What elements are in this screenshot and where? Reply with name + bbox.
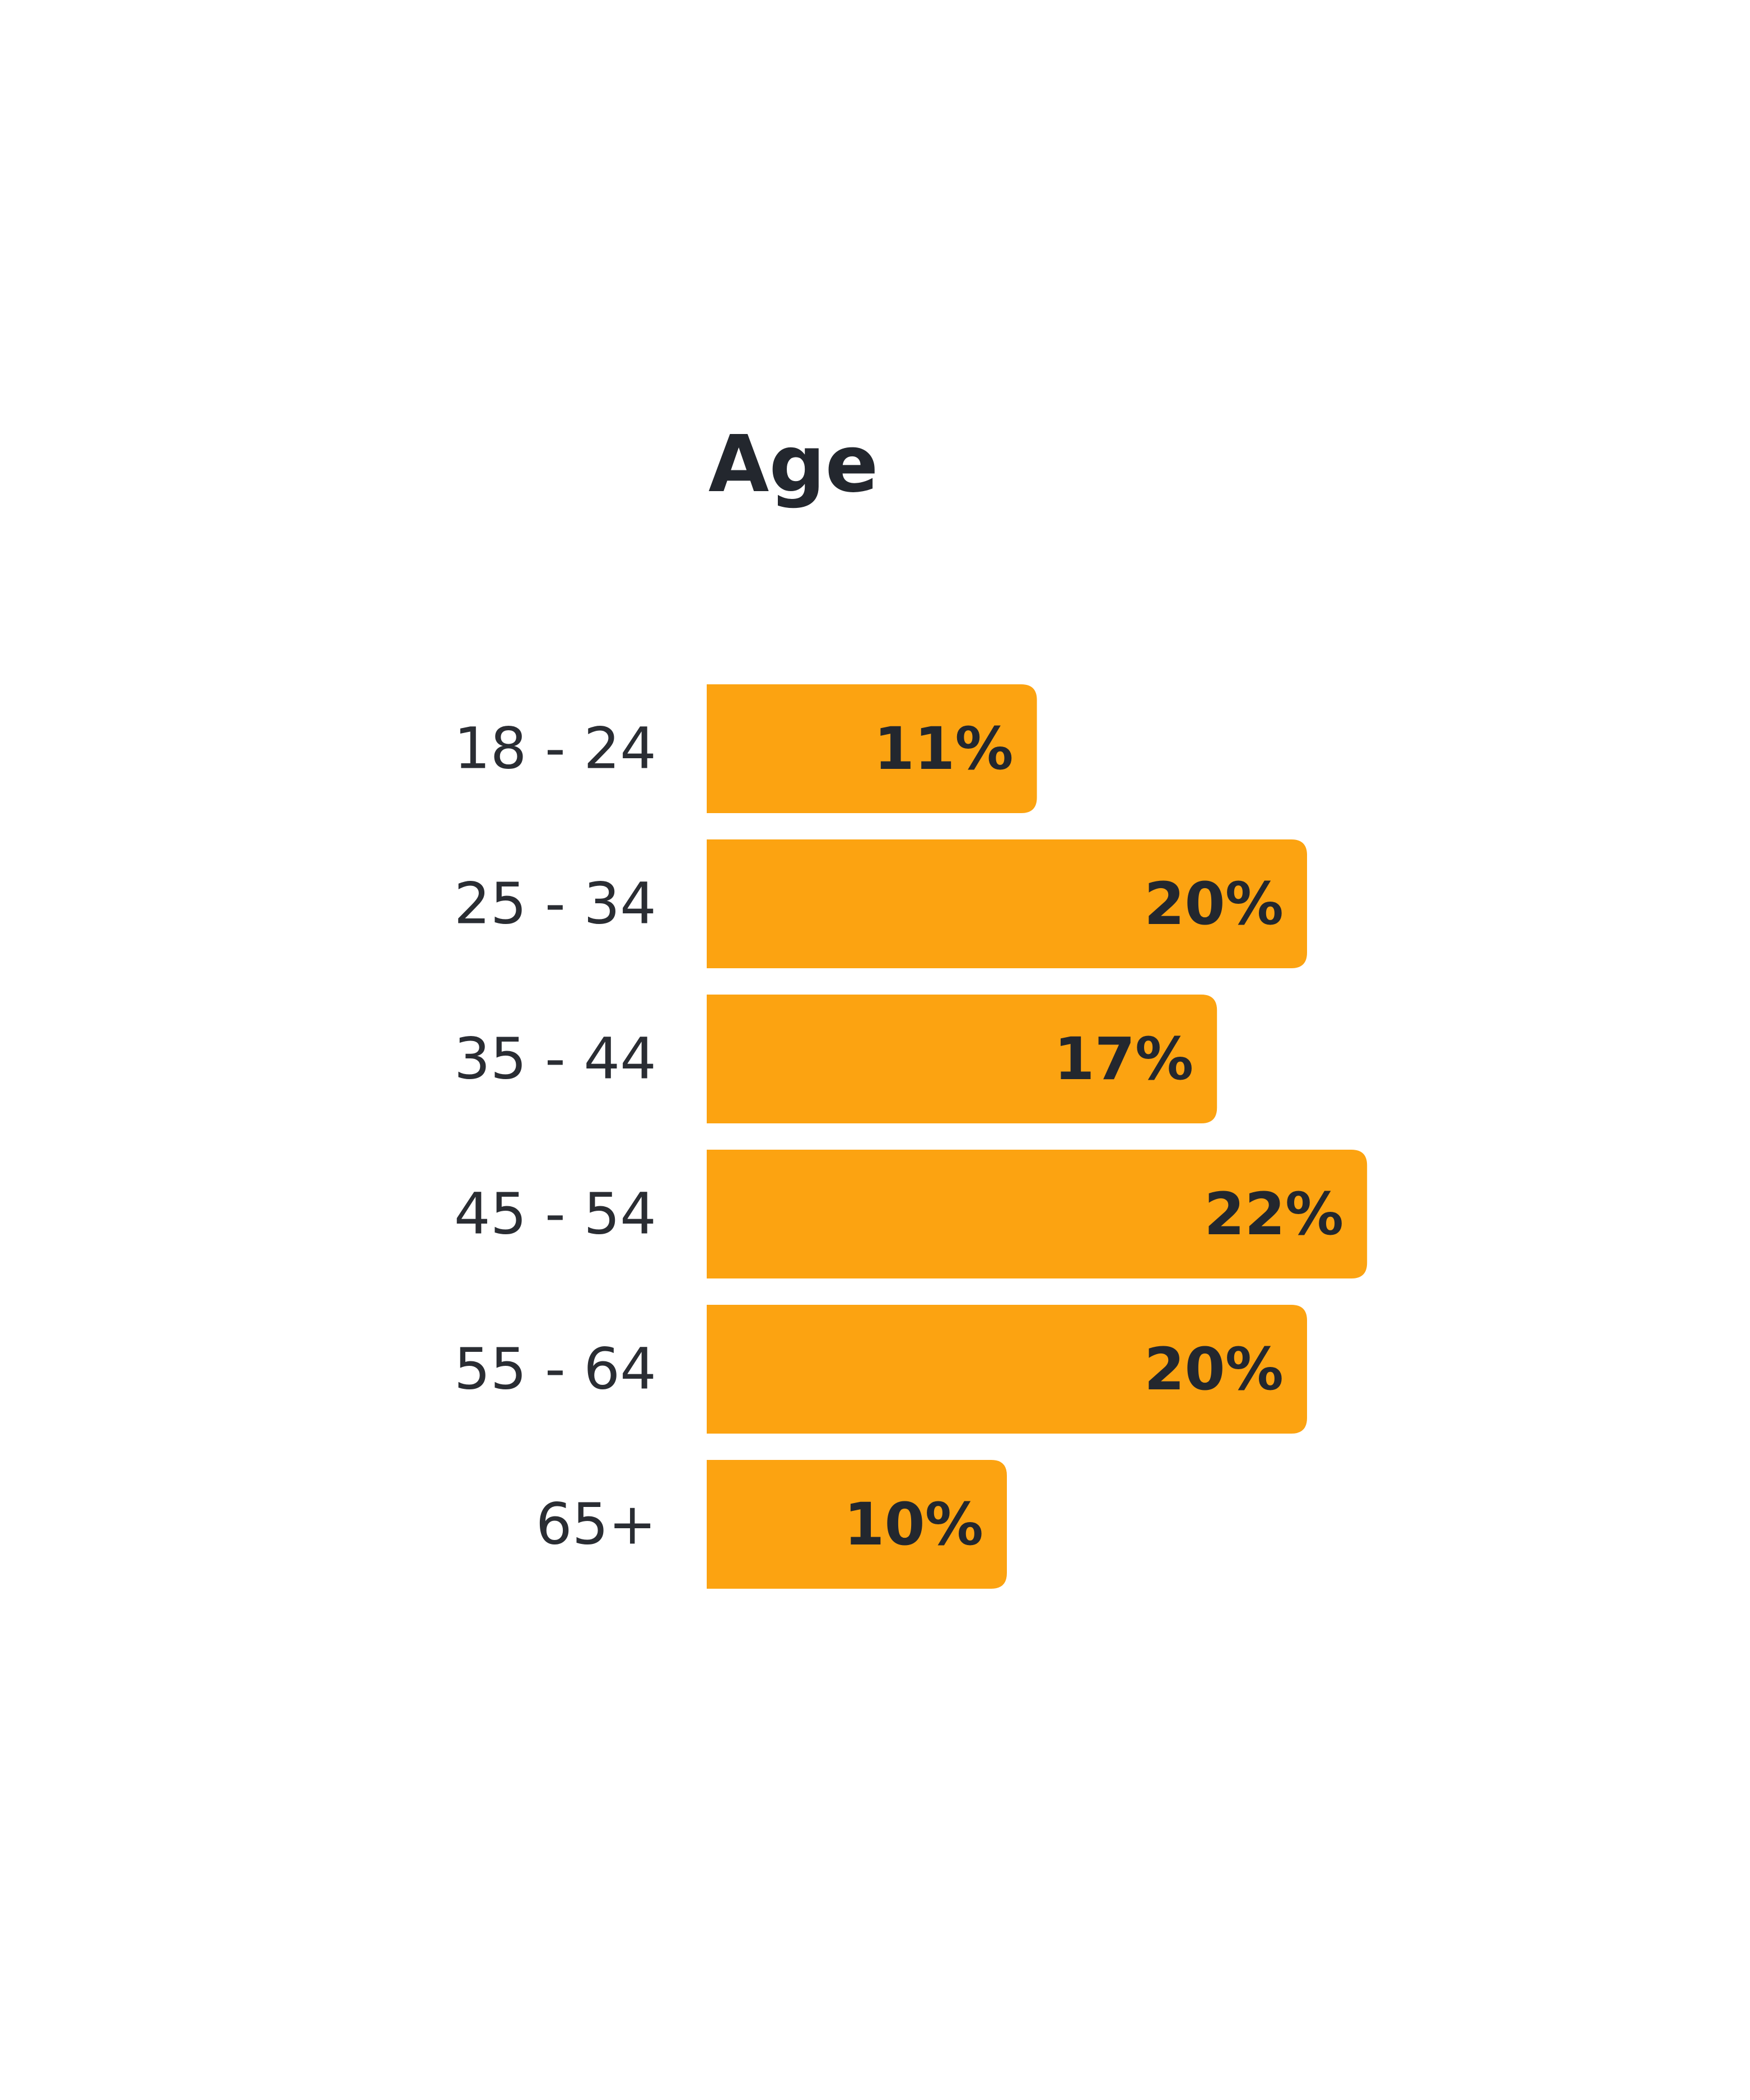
value-label-35-44: 17% <box>1054 1025 1193 1093</box>
category-label-55-64: 55 - 64 <box>454 1336 656 1403</box>
category-label-45-54: 45 - 54 <box>454 1181 656 1248</box>
value-label-18-24: 11% <box>874 715 1014 783</box>
bar-18-24 <box>707 684 1037 813</box>
bars-layer <box>707 684 1368 1589</box>
bar-35-44 <box>707 995 1217 1123</box>
value-label-45-54: 22% <box>1204 1180 1343 1248</box>
bar-65 <box>707 1460 1007 1589</box>
value-label-25-34: 20% <box>1144 870 1284 938</box>
category-label-65: 65+ <box>536 1491 656 1558</box>
category-labels-layer: 18 - 24 25 - 34 35 - 44 45 - 54 55 - 64 65+ <box>454 716 656 1558</box>
value-label-55-64: 20% <box>1144 1335 1284 1403</box>
value-labels-layer: 11% 20% 17% 22% 20% 10% <box>844 715 1343 1558</box>
value-label-65: 10% <box>844 1490 983 1558</box>
category-label-25-34: 25 - 34 <box>454 871 656 937</box>
chart-title: Age <box>708 419 879 510</box>
bar-45-54 <box>707 1150 1368 1278</box>
bar-55-64 <box>707 1305 1307 1434</box>
category-label-18-24: 18 - 24 <box>454 716 656 782</box>
category-label-35-44: 35 - 44 <box>454 1026 656 1093</box>
bar-25-34 <box>707 839 1307 968</box>
